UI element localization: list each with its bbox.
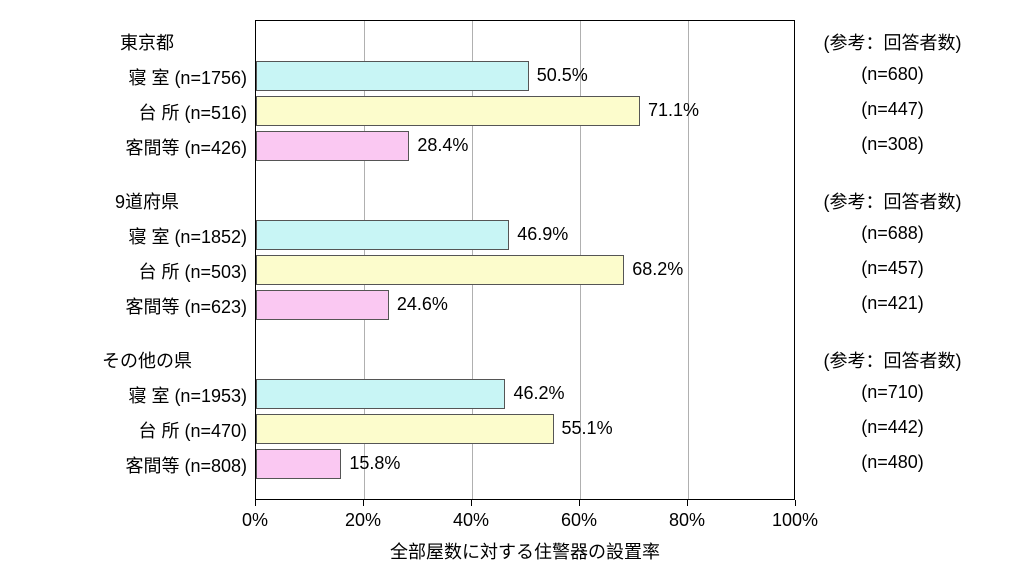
x-tick (579, 500, 580, 506)
bar (256, 131, 409, 161)
bar-chart: 東京都寝 室 (n=1756) 台 所 (n=516) 客間等 (n=426) 9道府… (50, 20, 974, 564)
group-header: 9道府県 (47, 188, 247, 214)
reference-header: (参考：回答者数) (805, 29, 980, 55)
bar-value-label: 68.2% (632, 259, 683, 280)
bar-value-label: 55.1% (562, 418, 613, 439)
plot-area: 50.5% 71.1% 28.4% 46.9% 68.2% 24.6% 46.2% 55.1%… (255, 20, 795, 500)
bar-category-label: 台 所 (n=470) (47, 417, 247, 443)
reference-header: (参考：回答者数) (805, 347, 980, 373)
bar-category-label: 寝 室 (n=1756) (47, 64, 247, 90)
x-axis-title: 全部屋数に対する住警器の設置率 (255, 538, 795, 564)
bar (256, 61, 529, 91)
x-tick-label: 100% (772, 510, 818, 531)
group-header: その他の県 (47, 347, 247, 373)
x-tick (471, 500, 472, 506)
bar (256, 255, 624, 285)
reference-header: (参考：回答者数) (805, 188, 980, 214)
x-tick (687, 500, 688, 506)
bar-value-label: 46.9% (517, 224, 568, 245)
bar (256, 96, 640, 126)
bar (256, 449, 341, 479)
x-tick-label: 60% (561, 510, 597, 531)
x-tick-label: 40% (453, 510, 489, 531)
bar-value-label: 50.5% (537, 65, 588, 86)
reference-count: (n=710) (805, 382, 980, 403)
bar-category-label: 寝 室 (n=1852) (47, 223, 247, 249)
reference-count: (n=442) (805, 417, 980, 438)
bar-value-label: 15.8% (349, 453, 400, 474)
bar (256, 220, 509, 250)
bar (256, 414, 554, 444)
x-tick (255, 500, 256, 506)
x-tick-label: 0% (242, 510, 268, 531)
bar-category-label: 台 所 (n=516) (47, 99, 247, 125)
reference-count: (n=688) (805, 223, 980, 244)
reference-count: (n=480) (805, 452, 980, 473)
bar-value-label: 71.1% (648, 100, 699, 121)
x-tick (795, 500, 796, 506)
reference-count: (n=680) (805, 64, 980, 85)
reference-count: (n=457) (805, 258, 980, 279)
bar-value-label: 28.4% (417, 135, 468, 156)
x-tick (363, 500, 364, 506)
bar-category-label: 台 所 (n=503) (47, 258, 247, 284)
bar (256, 290, 389, 320)
bar-value-label: 46.2% (513, 383, 564, 404)
bar-value-label: 24.6% (397, 294, 448, 315)
bar-category-label: 客間等 (n=623) (47, 293, 247, 319)
bar (256, 379, 505, 409)
x-tick-label: 80% (669, 510, 705, 531)
bar-category-label: 寝 室 (n=1953) (47, 382, 247, 408)
group-header: 東京都 (47, 29, 247, 55)
reference-count: (n=447) (805, 99, 980, 120)
reference-count: (n=308) (805, 134, 980, 155)
grid-line (688, 21, 689, 499)
bar-category-label: 客間等 (n=808) (47, 452, 247, 478)
x-tick-label: 20% (345, 510, 381, 531)
reference-count: (n=421) (805, 293, 980, 314)
bar-category-label: 客間等 (n=426) (47, 134, 247, 160)
